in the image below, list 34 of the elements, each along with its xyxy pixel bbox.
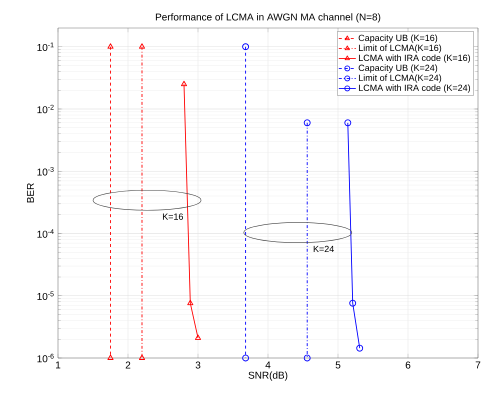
x-tick-label: 2 [126, 362, 130, 368]
legend-label: LCMA with IRA code (K=24) [358, 84, 470, 93]
x-tick-label: 1 [56, 362, 60, 368]
legend-label: Capacity UB (K=16) [358, 34, 438, 43]
point [304, 119, 311, 126]
x-axis-title: SNR(dB) [248, 371, 288, 381]
point [304, 354, 311, 362]
point [180, 80, 188, 86]
chart-title: Performance of LCMA in AWGN MA channel (N=8) [156, 13, 380, 22]
x-tick-label: 5 [336, 362, 340, 368]
legend-label: Limit of LCMA(K=24) [358, 74, 442, 83]
x-tick-label: 4 [265, 362, 270, 368]
legend-label: Capacity UB (K=24) [358, 64, 438, 73]
y-tick-label: 10$^{-1}$ [37, 42, 54, 51]
y-tick-label: 10$^{-2}$ [37, 104, 54, 114]
point [194, 334, 202, 340]
annotation: K=24 [314, 246, 334, 252]
y-tick-label: 10$^{-5}$ [37, 291, 54, 300]
point [242, 43, 250, 50]
point [356, 344, 364, 352]
point [344, 119, 352, 126]
x-tick-label: 7 [476, 362, 480, 368]
x-tick-label: 3 [196, 362, 200, 369]
legend-label: Limit of LCMA(K=16) [358, 44, 442, 53]
legend-label: LCMA with IRA code (K=16) [358, 54, 470, 63]
point [349, 300, 356, 307]
point [187, 300, 194, 306]
y-tick-label: 10$^{-6}$ [37, 354, 54, 362]
y-tick-label: 10$^{-3}$ [37, 166, 54, 176]
x-tick-label: 6 [406, 362, 410, 369]
annotation: K=16 [162, 213, 184, 220]
y-tick-label: 10$^{-4}$ [37, 229, 54, 238]
y-axis-title: BER [26, 183, 34, 202]
point [242, 354, 250, 362]
